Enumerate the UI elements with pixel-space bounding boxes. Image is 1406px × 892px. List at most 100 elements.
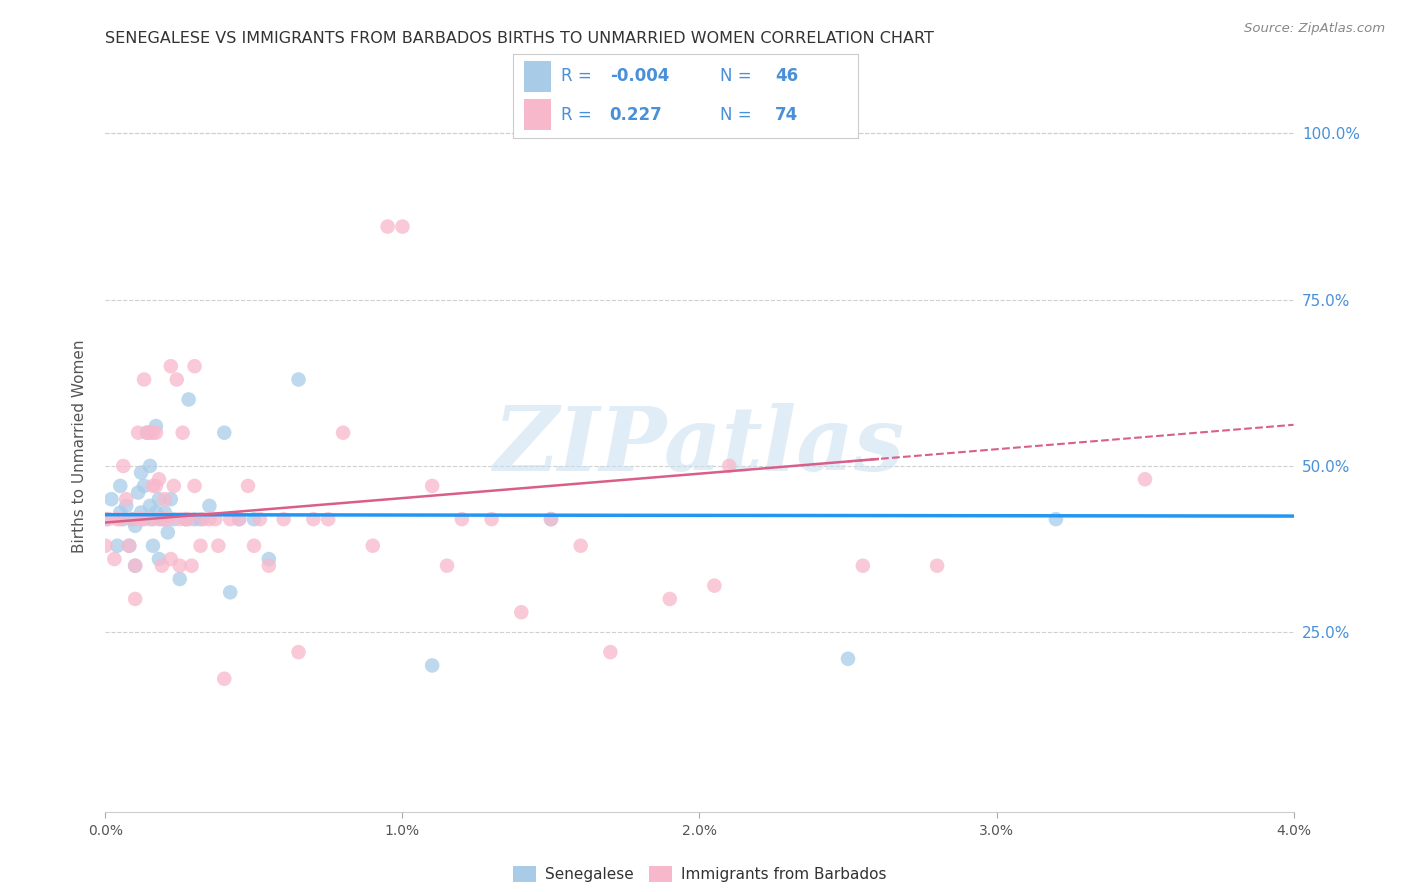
Point [214, 672, 236, 686]
Point [110, 479, 132, 493]
Point [124, 558, 146, 573]
Point [420, 658, 443, 673]
Point [436, 558, 458, 573]
Point [166, 372, 188, 386]
Point [718, 458, 741, 473]
Point [148, 492, 170, 507]
Point [139, 425, 162, 440]
Legend: Senegalese, Immigrants from Barbados: Senegalese, Immigrants from Barbados [506, 860, 893, 888]
Point [148, 512, 170, 526]
Point [219, 512, 242, 526]
Point [1133, 472, 1156, 486]
Point [177, 512, 200, 526]
Point [129, 512, 152, 526]
Bar [523, 62, 551, 92]
Point [132, 512, 155, 526]
Point [153, 506, 176, 520]
Point [287, 372, 309, 386]
Point [193, 512, 215, 526]
Point [214, 425, 236, 440]
Point [159, 552, 181, 566]
Point [159, 359, 181, 374]
Point [332, 425, 354, 440]
Point [142, 539, 165, 553]
Point [139, 512, 162, 526]
Point [150, 558, 173, 573]
Point [174, 512, 197, 526]
Text: R =: R = [561, 106, 592, 124]
Point [207, 539, 229, 553]
Point [391, 219, 413, 234]
Point [124, 591, 146, 606]
Point [94, 512, 117, 526]
Point [540, 512, 562, 526]
Point [183, 479, 205, 493]
Point [450, 512, 472, 526]
Point [97, 512, 120, 526]
Point [190, 539, 212, 553]
Point [377, 219, 399, 234]
Point [174, 512, 197, 526]
Point [132, 479, 155, 493]
Text: Source: ZipAtlas.com: Source: ZipAtlas.com [1244, 22, 1385, 36]
Point [115, 499, 138, 513]
Bar [523, 99, 551, 130]
Point [703, 579, 725, 593]
Point [316, 512, 339, 526]
Point [112, 458, 135, 473]
Point [145, 419, 167, 434]
Point [361, 539, 384, 553]
Point [100, 492, 122, 507]
Point [163, 512, 186, 526]
Point [925, 558, 948, 573]
Text: SENEGALESE VS IMMIGRANTS FROM BARBADOS BIRTHS TO UNMARRIED WOMEN CORRELATION CHA: SENEGALESE VS IMMIGRANTS FROM BARBADOS B… [105, 31, 935, 46]
Point [115, 492, 138, 507]
Point [658, 591, 681, 606]
Point [132, 372, 155, 386]
Point [169, 512, 191, 526]
Point [163, 479, 186, 493]
Point [118, 539, 141, 553]
Point [124, 558, 146, 573]
Point [105, 512, 128, 526]
Text: -0.004: -0.004 [610, 68, 669, 86]
Point [169, 558, 191, 573]
Point [112, 512, 135, 526]
Point [302, 512, 325, 526]
Point [837, 652, 859, 666]
Point [172, 425, 194, 440]
Point [569, 539, 592, 553]
Point [121, 512, 143, 526]
Point [142, 479, 165, 493]
Point [136, 425, 159, 440]
Point [145, 506, 167, 520]
Point [129, 506, 152, 520]
Point [540, 512, 562, 526]
Point [127, 485, 149, 500]
Point [118, 539, 141, 553]
Point [599, 645, 621, 659]
Point [150, 512, 173, 526]
Point [243, 512, 266, 526]
Point [110, 512, 132, 526]
Point [1045, 512, 1067, 526]
Text: 46: 46 [775, 68, 799, 86]
Point [145, 425, 167, 440]
Point [156, 525, 179, 540]
Point [257, 558, 280, 573]
Point [420, 479, 443, 493]
Point [198, 512, 221, 526]
Point [142, 425, 165, 440]
Point [105, 539, 128, 553]
Text: R =: R = [561, 68, 592, 86]
Point [204, 512, 226, 526]
Text: N =: N = [720, 106, 751, 124]
Point [127, 425, 149, 440]
Point [103, 552, 125, 566]
Point [177, 392, 200, 407]
Point [94, 539, 117, 553]
Point [129, 512, 152, 526]
Point [273, 512, 295, 526]
Point [153, 492, 176, 507]
Text: 0.227: 0.227 [610, 106, 662, 124]
